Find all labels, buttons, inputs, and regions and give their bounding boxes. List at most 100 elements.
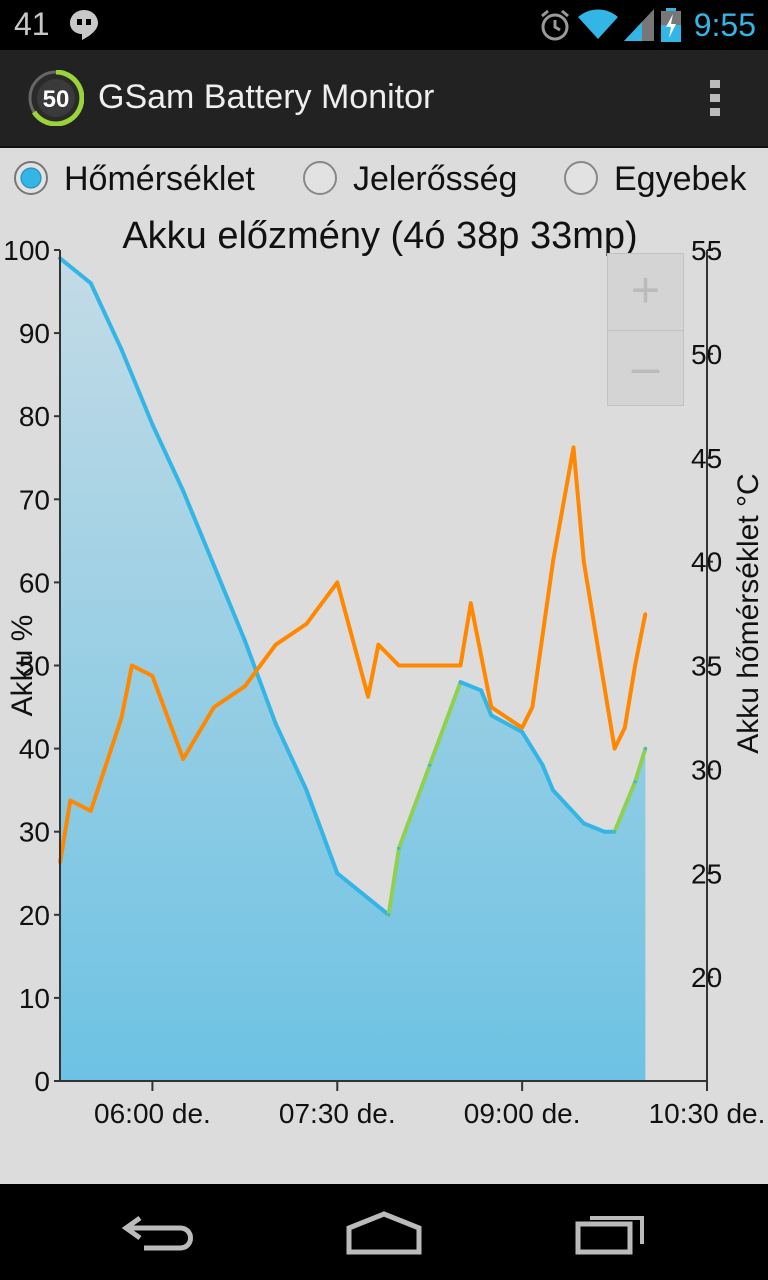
y-tick-label: 80 (19, 401, 50, 432)
temperature-point (571, 445, 575, 449)
battery-point (428, 763, 432, 767)
app-title: GSam Battery Monitor (98, 78, 435, 116)
battery-point (150, 423, 154, 427)
temperature-point (551, 560, 555, 564)
battery-point (274, 722, 278, 726)
battery-line-segment (119, 347, 155, 427)
temperature-point (469, 601, 473, 605)
clock: 9:55 (693, 6, 756, 43)
notification-count: 41 (14, 6, 50, 42)
app-logo-icon[interactable]: 50 (28, 70, 84, 126)
battery-point (541, 763, 545, 767)
y-tick-label: 0 (34, 1066, 50, 1097)
temperature-point (335, 580, 339, 584)
battery-line-segment (479, 688, 494, 718)
battery-line-segment (273, 721, 309, 793)
temperature-point (633, 664, 637, 667)
battery-line-segment (242, 638, 278, 726)
temperature-point (520, 726, 524, 730)
temperature-point (459, 664, 463, 667)
hangouts-icon (70, 10, 98, 40)
battery-point (89, 281, 93, 285)
y2-tick-label: 20 (691, 962, 722, 993)
temperature-point (582, 560, 586, 564)
recent-apps-icon[interactable] (560, 1204, 660, 1260)
battery-line-segment (366, 896, 391, 917)
tab-label-signal-strength[interactable]: Jelerősség (353, 160, 518, 198)
zoom-controls: + – (607, 253, 684, 406)
y2-tick-label: 30 (691, 754, 722, 785)
battery-line-segment (181, 488, 217, 568)
battery-line-charging-segment (427, 680, 463, 768)
battery-line-segment (520, 729, 545, 768)
temperature-point (397, 664, 401, 667)
battery-line-segment (88, 281, 124, 352)
temperature-point (623, 726, 627, 730)
radio-temperature[interactable] (14, 161, 48, 195)
temperature-point (613, 747, 617, 751)
y-tick-label: 90 (19, 318, 50, 349)
battery-point (243, 639, 247, 643)
logo-value: 50 (43, 86, 70, 113)
battery-point (633, 780, 637, 784)
battery-point (120, 348, 124, 352)
y-tick-label: 70 (19, 484, 50, 515)
battery-line-segment (212, 563, 247, 643)
battery-point (387, 913, 391, 917)
back-icon[interactable] (110, 1204, 210, 1260)
zoom-out-button[interactable]: – (608, 330, 683, 406)
temperature-point (366, 695, 370, 699)
temperature-point (130, 664, 134, 667)
x-tick-label: 09:00 de. (464, 1098, 581, 1129)
battery-point (181, 489, 185, 493)
battery-line-segment (550, 788, 586, 826)
x-tick-label: 10:30 de. (649, 1098, 766, 1129)
y2-tick-label: 50 (691, 339, 722, 370)
x-tick-label: 07:30 de. (279, 1098, 396, 1129)
status-bar: 41 9:55 (0, 0, 768, 50)
battery-area-fill (60, 258, 646, 1081)
battery-point (304, 788, 308, 792)
wifi-icon (577, 9, 618, 39)
battery-line-charging-segment (386, 846, 401, 917)
radio-signal-strength[interactable] (303, 161, 337, 195)
battery-line-segment (540, 763, 555, 793)
temperature-point (274, 643, 278, 647)
radio-other[interactable] (564, 161, 598, 195)
battery-line-segment (58, 256, 93, 286)
battery-line-segment (581, 821, 607, 834)
signal-icon (623, 9, 654, 41)
battery-line-charging-segment (612, 779, 638, 834)
temperature-point (212, 705, 216, 709)
battery-point (602, 830, 606, 834)
y-tick-label: 50 (19, 651, 50, 682)
temperature-point (643, 612, 647, 616)
temperature-point (243, 684, 247, 688)
y2-tick-label: 45 (691, 443, 722, 474)
battery-point (397, 846, 401, 850)
battery-line-charging-segment (633, 746, 648, 784)
battery-line-segment (458, 680, 484, 693)
navigation-bar (0, 1184, 768, 1280)
temperature-point (376, 643, 380, 647)
battery-point (335, 871, 339, 875)
tab-label-temperature[interactable]: Hőmérséklet (64, 160, 255, 198)
battery-line-charging-segment (396, 763, 432, 851)
home-icon[interactable] (334, 1204, 434, 1260)
y-tick-label: 30 (19, 817, 50, 848)
chart-title: Akku előzmény (4ó 38p 33mp) (122, 215, 637, 257)
battery-point (613, 830, 617, 834)
zoom-in-button[interactable]: + (630, 262, 661, 318)
battery-point (366, 896, 370, 900)
tab-label-other[interactable]: Egyebek (614, 160, 747, 198)
y-tick-label: 100 (3, 235, 50, 266)
battery-history-chart[interactable]: Akku előzmény (4ó 38p 33mp) 0 10 20 30 40 50 60… (0, 210, 768, 1185)
battery-point (212, 564, 216, 568)
temperature-point (89, 809, 93, 813)
overflow-menu-icon[interactable] (708, 78, 722, 118)
view-selector: Hőmérséklet Jelerősség Egyebek (0, 152, 768, 208)
y-tick-label: 40 (19, 734, 50, 765)
y-tick-label: 60 (19, 567, 50, 598)
battery-point (459, 680, 463, 684)
battery-line-segment (150, 422, 186, 493)
